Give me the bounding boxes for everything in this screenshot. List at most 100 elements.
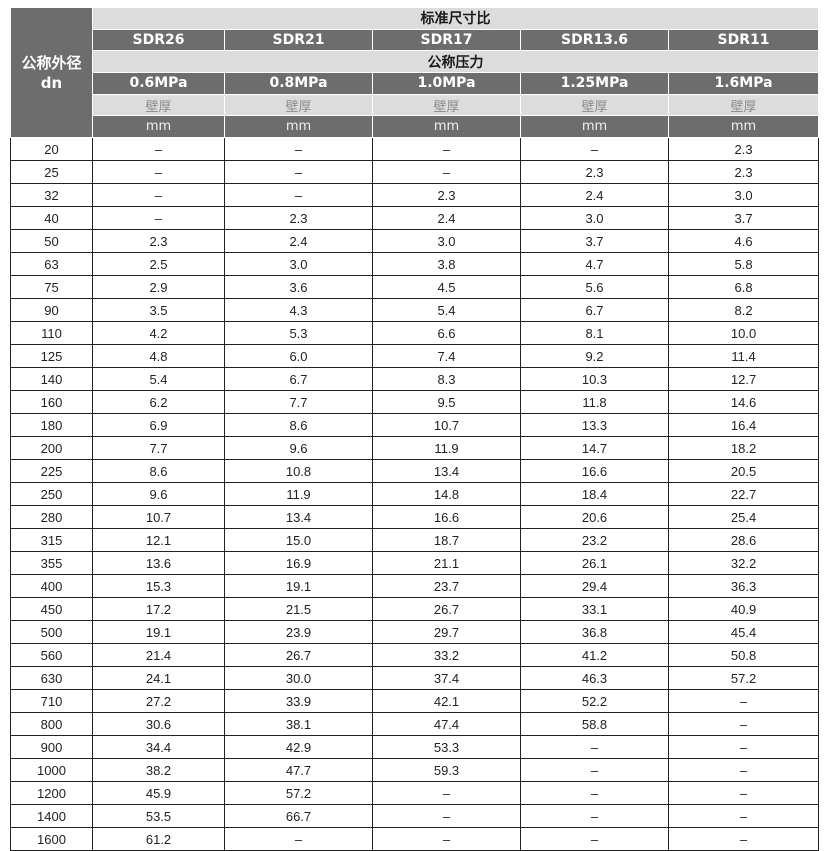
thickness-cell: 6.7 [520,298,669,323]
thickness-cell: 8.3 [372,367,521,392]
table-row: 200 7.7 9.6 11.9 14.7 18.2 [10,436,820,461]
dn-cell: 1400 [10,804,93,829]
thickness-cell: 4.2 [92,321,225,346]
thickness-cell: 5.6 [520,275,669,300]
unit-label: mm [92,115,225,139]
thickness-cell: 12.7 [667,367,820,392]
table-row: 710 27.2 33.9 42.1 52.2– [10,689,820,714]
thickness-cell: 6.7 [224,367,373,392]
thickness-cell: 42.1 [372,689,521,714]
thickness-cell: 7.7 [224,390,373,415]
table-row: 75 2.9 3.6 4.5 5.6 6.8 [10,275,820,300]
thickness-cell: 33.9 [224,689,373,714]
thickness-cell: 10.7 [372,413,521,438]
thickness-cell: 50.8 [667,643,820,668]
thickness-cell: 2.4 [520,183,669,208]
sdr-header: SDR21 [224,28,373,52]
dn-cell: 900 [10,735,93,760]
thickness-cell: 47.4 [372,712,521,737]
wall-thickness-label: 壁厚 [520,93,669,117]
thickness-cell: 58.8 [520,712,669,737]
thickness-cell: 13.4 [372,459,521,484]
dn-cell: 315 [10,528,93,553]
sdr-header: SDR26 [92,28,225,52]
thickness-cell: 7.7 [92,436,225,461]
thickness-cell: – [372,137,521,162]
thickness-cell: 21.5 [224,597,373,622]
thickness-cell: 36.3 [667,574,820,599]
thickness-cell: 2.3 [520,160,669,185]
thickness-cell: 2.3 [372,183,521,208]
thickness-cell: 6.9 [92,413,225,438]
thickness-cell: – [92,183,225,208]
thickness-cell: 2.4 [224,229,373,254]
table-row: 20– – – –2.3 [10,137,820,162]
thickness-cell: 13.6 [92,551,225,576]
pressure-header: 1.0MPa [372,72,521,95]
thickness-cell: 16.6 [372,505,521,530]
dn-cell: 800 [10,712,93,737]
table-row: 630 24.1 30.0 37.4 46.3 57.2 [10,666,820,691]
thickness-cell: – [520,827,669,851]
dn-cell: 500 [10,620,93,645]
table-row: 140 5.4 6.7 8.3 10.3 12.7 [10,367,820,392]
thickness-cell: 10.8 [224,459,373,484]
thickness-cell: 9.5 [372,390,521,415]
thickness-cell: 23.2 [520,528,669,553]
thickness-cell: 10.3 [520,367,669,392]
dn-cell: 125 [10,344,93,369]
dn-cell: 20 [10,137,93,162]
thickness-cell: 23.9 [224,620,373,645]
thickness-cell: 20.6 [520,505,669,530]
table-body: 20– – – –2.3 25– – –2.3 2.3 32– –2.3 2.4 3.0 40–2.3 2… [10,137,820,851]
dn-cell: 25 [10,160,93,185]
thickness-cell: 17.2 [92,597,225,622]
thickness-cell: 28.6 [667,528,820,553]
dn-cell: 710 [10,689,93,714]
thickness-cell: – [520,781,669,806]
thickness-cell: 21.1 [372,551,521,576]
thickness-cell: 42.9 [224,735,373,760]
thickness-cell: 45.4 [667,620,820,645]
thickness-cell: – [520,735,669,760]
wall-thickness-label: 壁厚 [224,93,373,117]
thickness-cell: 2.3 [92,229,225,254]
thickness-cell: 33.1 [520,597,669,622]
thickness-cell: 3.0 [667,183,820,208]
thickness-cell: 3.6 [224,275,373,300]
thickness-cell: – [667,689,820,714]
thickness-cell: 9.6 [224,436,373,461]
dn-header: 公称外径 dn [10,6,93,139]
thickness-cell: 3.7 [520,229,669,254]
thickness-cell: 6.8 [667,275,820,300]
wall-thickness-label: 壁厚 [372,93,521,117]
thickness-cell: 13.3 [520,413,669,438]
table-row: 250 9.6 11.9 14.8 18.4 22.7 [10,482,820,507]
thickness-cell: – [667,781,820,806]
thickness-cell: 6.0 [224,344,373,369]
thickness-cell: 38.1 [224,712,373,737]
sdr-header: SDR17 [372,28,521,52]
pressure-header: 0.6MPa [92,72,225,95]
dn-cell: 63 [10,252,93,277]
dn-cell: 50 [10,229,93,254]
thickness-cell: 26.7 [224,643,373,668]
thickness-cell: 53.5 [92,804,225,829]
dn-cell: 110 [10,321,93,346]
pressure-header: 1.25MPa [520,72,669,95]
thickness-cell: 33.2 [372,643,521,668]
table-row: 560 21.4 26.7 33.2 41.2 50.8 [10,643,820,668]
thickness-cell: 3.0 [372,229,521,254]
thickness-cell: 14.8 [372,482,521,507]
dn-cell: 400 [10,574,93,599]
thickness-cell: 2.3 [224,206,373,231]
thickness-cell: 52.2 [520,689,669,714]
table-row: 160 6.2 7.7 9.5 11.8 14.6 [10,390,820,415]
table-row: 25– – –2.3 2.3 [10,160,820,185]
table-row: 355 13.6 16.9 21.1 26.1 32.2 [10,551,820,576]
pressure-header: 1.6MPa [667,72,820,95]
thickness-cell: – [520,758,669,783]
thickness-cell: 10.7 [92,505,225,530]
thickness-cell: 5.4 [372,298,521,323]
thickness-cell: 11.8 [520,390,669,415]
